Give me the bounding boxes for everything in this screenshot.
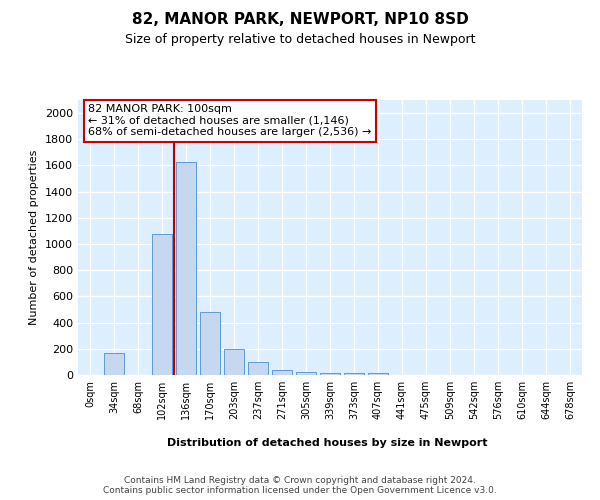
Bar — [104, 354, 124, 375]
Text: Distribution of detached houses by size in Newport: Distribution of detached houses by size … — [167, 438, 487, 448]
Bar — [248, 362, 268, 375]
Bar — [296, 372, 316, 375]
Bar — [368, 373, 388, 375]
Text: 82, MANOR PARK, NEWPORT, NP10 8SD: 82, MANOR PARK, NEWPORT, NP10 8SD — [131, 12, 469, 28]
Bar — [176, 162, 196, 375]
Bar — [320, 373, 340, 375]
Text: Contains HM Land Registry data © Crown copyright and database right 2024.
Contai: Contains HM Land Registry data © Crown c… — [103, 476, 497, 495]
Text: 82 MANOR PARK: 100sqm
← 31% of detached houses are smaller (1,146)
68% of semi-d: 82 MANOR PARK: 100sqm ← 31% of detached … — [88, 104, 371, 138]
Bar — [152, 234, 172, 375]
Text: Size of property relative to detached houses in Newport: Size of property relative to detached ho… — [125, 32, 475, 46]
Y-axis label: Number of detached properties: Number of detached properties — [29, 150, 40, 325]
Bar — [272, 370, 292, 375]
Bar — [200, 312, 220, 375]
Bar — [224, 349, 244, 375]
Bar — [344, 373, 364, 375]
